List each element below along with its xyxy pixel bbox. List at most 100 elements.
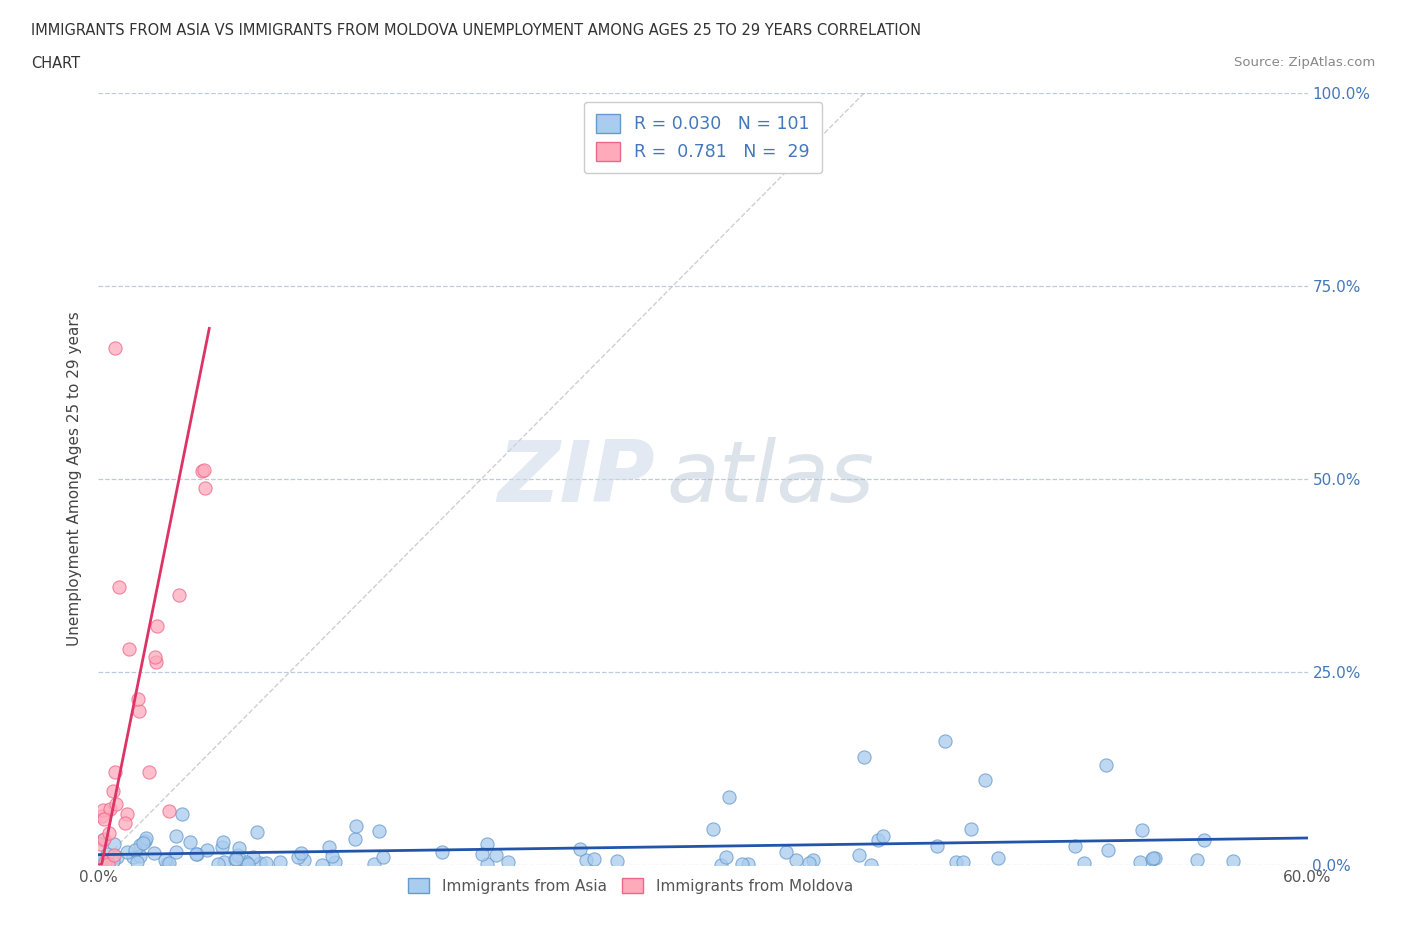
Point [1185, 853, 1208, 868]
Point [93, 831, 115, 846]
Point [135, 830, 157, 845]
Point [103, 847, 125, 862]
Point [117, 844, 139, 859]
Point [132, 835, 155, 850]
Point [128, 703, 150, 718]
Point [224, 851, 246, 866]
Point [207, 857, 229, 871]
Point [122, 850, 145, 865]
Point [179, 834, 201, 849]
Point [485, 847, 508, 862]
Point [717, 790, 740, 804]
Point [103, 784, 125, 799]
Point [129, 838, 152, 853]
Point [172, 806, 194, 821]
Point [235, 855, 257, 870]
Point [246, 824, 269, 839]
Point [775, 844, 797, 859]
Point [156, 857, 179, 871]
Point [165, 829, 187, 844]
Point [114, 816, 136, 830]
Point [368, 824, 391, 839]
Point [848, 848, 870, 863]
Point [325, 855, 347, 870]
Point [927, 839, 949, 854]
Text: atlas: atlas [666, 437, 875, 521]
Point [1142, 851, 1164, 866]
Point [232, 857, 254, 871]
Point [1129, 855, 1152, 870]
Text: Source: ZipAtlas.com: Source: ZipAtlas.com [1234, 56, 1375, 69]
Point [702, 821, 724, 836]
Point [212, 834, 235, 849]
Point [195, 843, 218, 857]
Point [118, 642, 141, 657]
Point [496, 855, 519, 870]
Point [134, 833, 156, 848]
Point [1063, 838, 1085, 853]
Point [146, 618, 169, 633]
Point [225, 852, 247, 867]
Point [242, 849, 264, 864]
Point [105, 797, 128, 812]
Point [318, 840, 340, 855]
Text: ZIP: ZIP [496, 437, 655, 521]
Point [1192, 833, 1215, 848]
Point [124, 843, 146, 857]
Point [145, 655, 167, 670]
Point [97, 826, 120, 841]
Point [212, 855, 235, 870]
Point [475, 837, 498, 852]
Point [952, 855, 974, 870]
Point [269, 855, 291, 870]
Point [90, 808, 112, 823]
Point [287, 850, 309, 865]
Point [226, 847, 249, 862]
Point [186, 846, 208, 861]
Text: CHART: CHART [31, 56, 80, 71]
Point [232, 856, 254, 870]
Point [101, 854, 124, 869]
Point [115, 806, 138, 821]
Point [91, 803, 114, 817]
Text: IMMIGRANTS FROM ASIA VS IMMIGRANTS FROM MOLDOVA UNEMPLOYMENT AMONG AGES 25 TO 29: IMMIGRANTS FROM ASIA VS IMMIGRANTS FROM … [31, 23, 921, 38]
Point [582, 851, 605, 866]
Point [254, 856, 277, 870]
Point [97, 857, 120, 871]
Point [568, 842, 591, 857]
Point [1130, 823, 1153, 838]
Y-axis label: Unemployment Among Ages 25 to 29 years: Unemployment Among Ages 25 to 29 years [67, 312, 83, 646]
Point [731, 857, 754, 871]
Point [165, 844, 187, 859]
Point [343, 831, 366, 846]
Point [1095, 757, 1118, 772]
Point [1073, 856, 1095, 870]
Point [193, 462, 215, 477]
Point [96, 847, 118, 862]
Point [430, 844, 453, 859]
Point [138, 764, 160, 779]
Point [1222, 854, 1244, 869]
Point [190, 463, 212, 478]
Point [142, 845, 165, 860]
Point [105, 850, 128, 865]
Point [344, 818, 367, 833]
Point [737, 857, 759, 871]
Point [801, 853, 824, 868]
Point [107, 579, 129, 594]
Point [93, 812, 115, 827]
Point [91, 851, 114, 866]
Point [714, 849, 737, 864]
Point [89, 854, 111, 869]
Point [194, 481, 217, 496]
Point [974, 773, 997, 788]
Point [89, 836, 111, 851]
Point [186, 846, 208, 861]
Point [574, 853, 596, 868]
Point [228, 841, 250, 856]
Point [292, 853, 315, 868]
Point [103, 836, 125, 851]
Point [475, 857, 498, 872]
Point [249, 856, 271, 870]
Point [143, 649, 166, 664]
